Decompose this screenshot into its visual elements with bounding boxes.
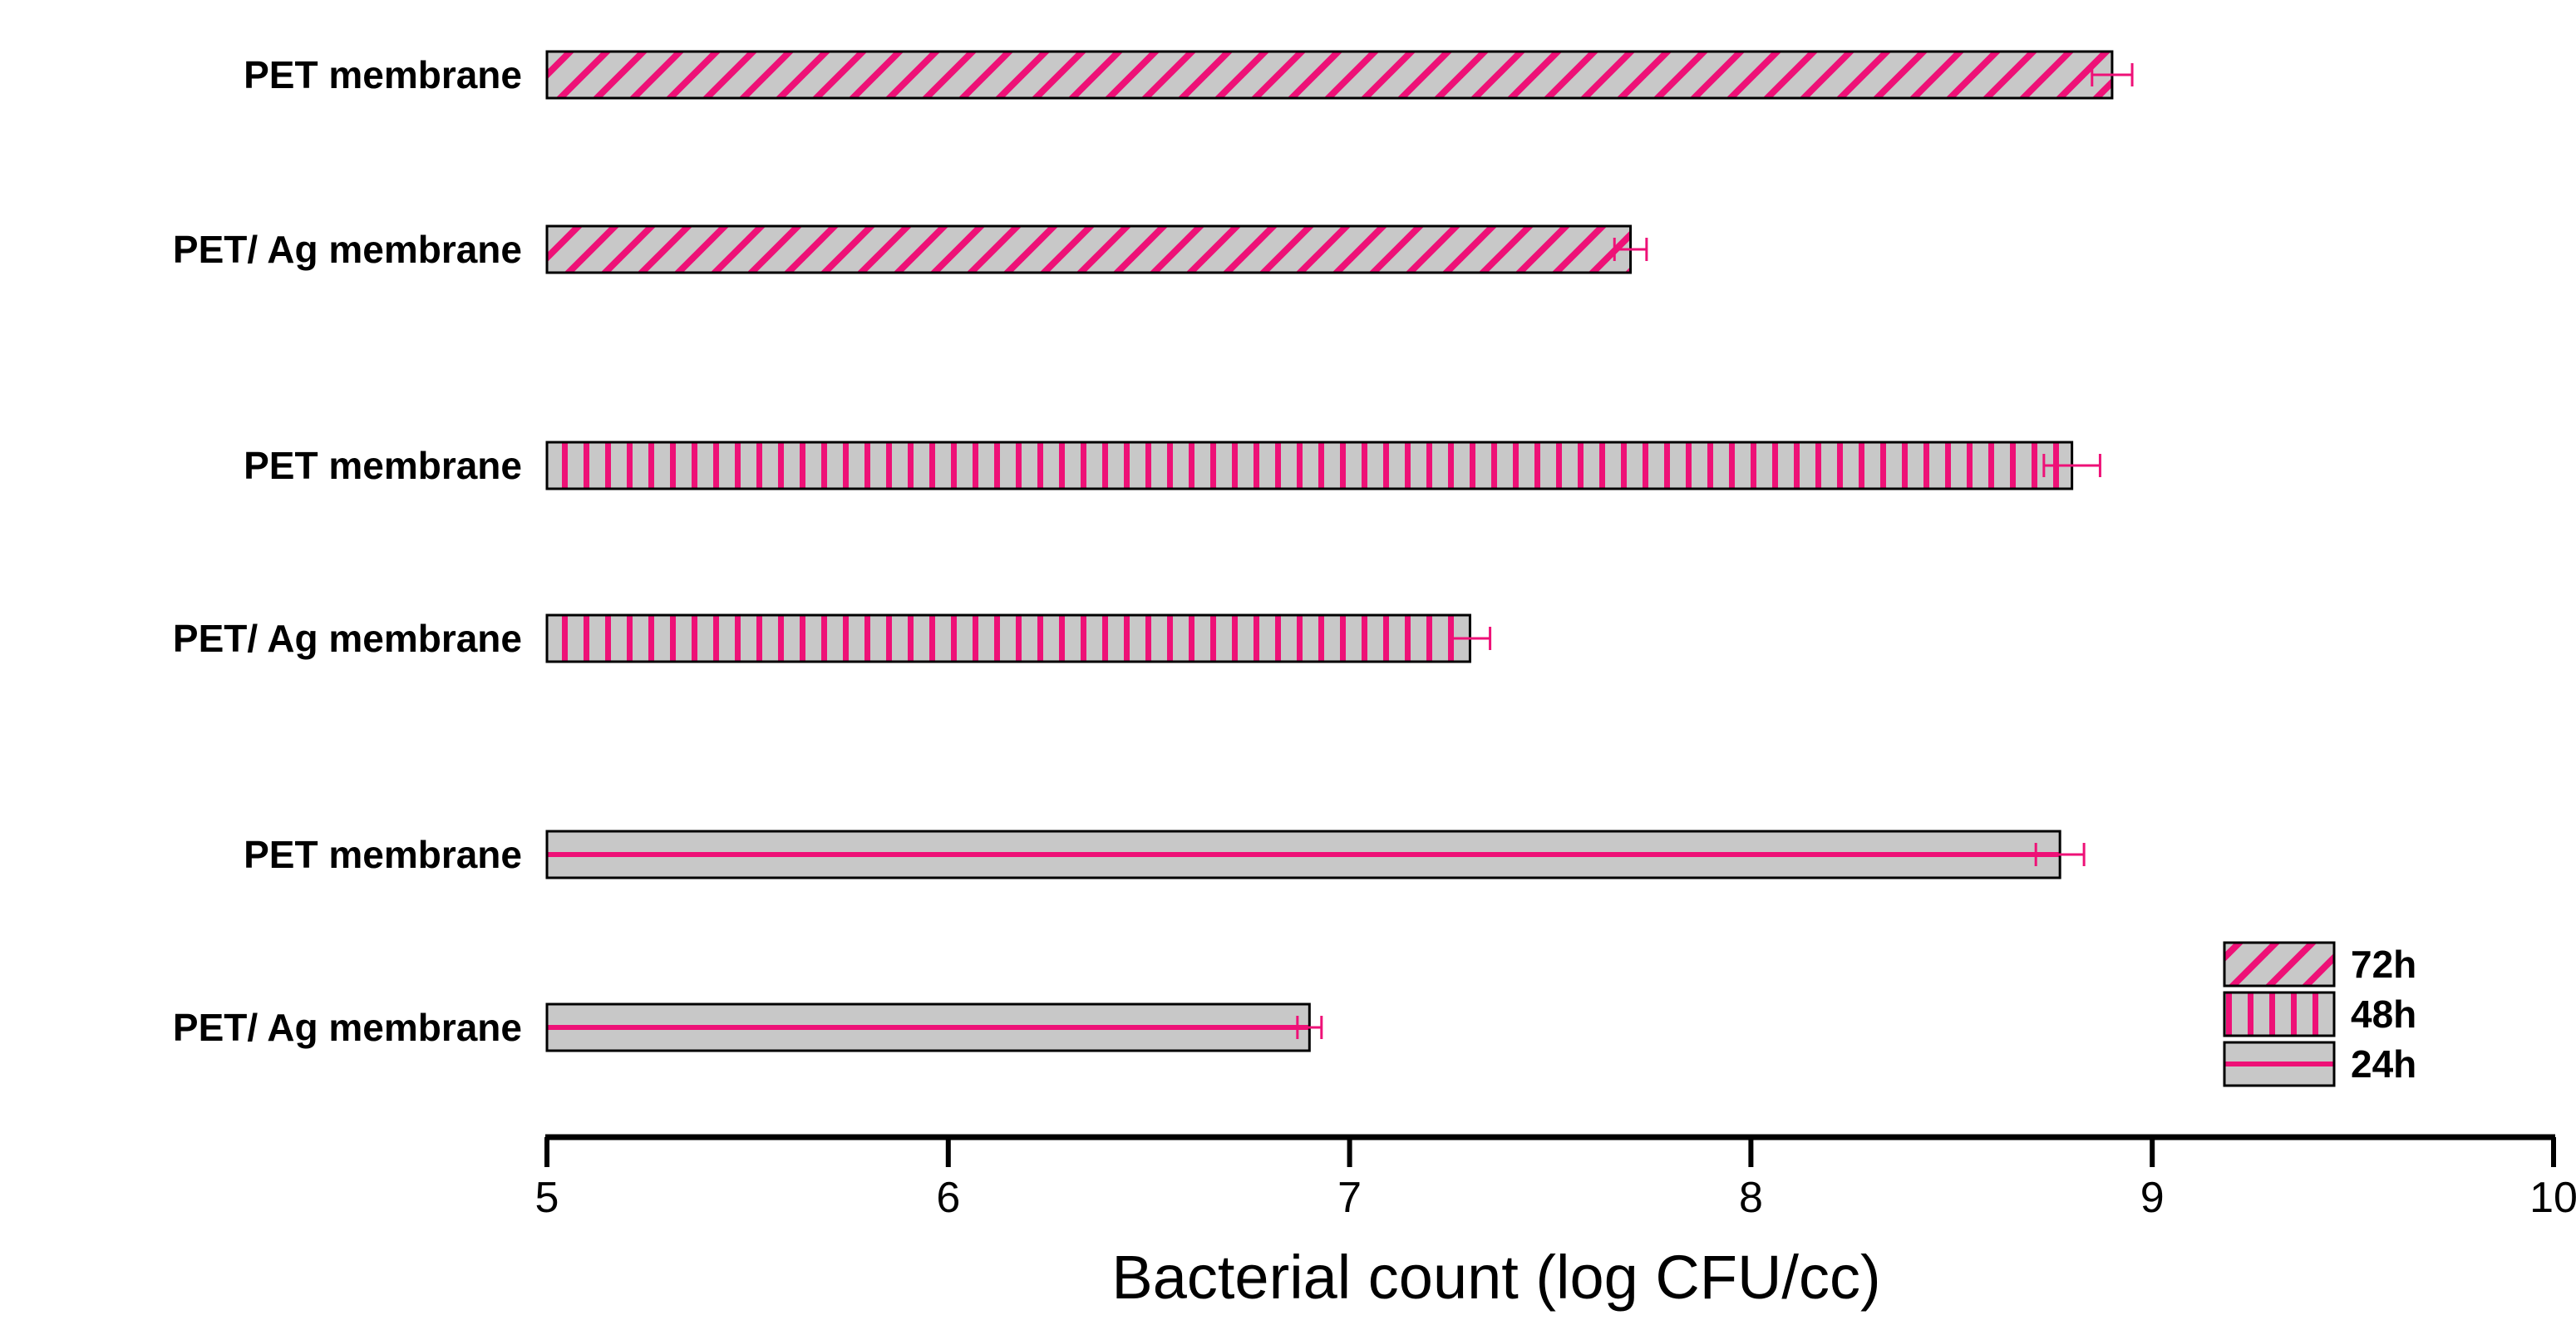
category-label: PET/ Ag membrane: [173, 1006, 522, 1049]
bar-fill: [547, 615, 1470, 662]
bar-fill: [547, 52, 2112, 98]
bar-group: PET membrane: [244, 441, 2101, 490]
category-label: PET membrane: [244, 53, 522, 96]
bar-group: PET/ Ag membrane: [173, 1002, 1323, 1052]
category-label: PET membrane: [244, 444, 522, 487]
x-tick-label: 10: [2529, 1174, 2576, 1222]
bar-group: PET membrane: [244, 50, 2134, 100]
x-tick-label: 6: [936, 1174, 960, 1222]
x-tick-label: 8: [1739, 1174, 1763, 1222]
legend-swatch-outline: [2223, 1041, 2336, 1087]
bar-group: PET/ Ag membrane: [173, 613, 1492, 663]
legend-item: 48h: [2223, 991, 2416, 1037]
legend-swatch-outline: [2223, 941, 2336, 988]
bar-group: PET/ Ag membrane: [173, 224, 1648, 274]
legend-label: 72h: [2351, 943, 2416, 986]
bar-group: PET membrane: [244, 830, 2086, 879]
legend-item: 72h: [2223, 941, 2416, 988]
category-label: PET/ Ag membrane: [173, 617, 522, 660]
bar-fill: [547, 226, 1631, 273]
legend-item: 24h: [2223, 1041, 2416, 1087]
legend-label: 48h: [2351, 993, 2416, 1036]
bar-fill: [547, 442, 2072, 489]
category-label: PET/ Ag membrane: [173, 228, 522, 271]
x-tick-label: 9: [2140, 1174, 2165, 1222]
legend-swatch-outline: [2223, 991, 2336, 1037]
legend-swatch-fill: [2224, 993, 2334, 1036]
legend-label: 24h: [2351, 1042, 2416, 1086]
x-tick-label: 7: [1337, 1174, 1362, 1222]
x-axis-title: Bacterial count (log CFU/cc): [1111, 1243, 1880, 1312]
x-tick-label: 5: [535, 1174, 559, 1222]
category-label: PET membrane: [244, 833, 522, 876]
legend-swatch-fill: [2224, 943, 2334, 986]
